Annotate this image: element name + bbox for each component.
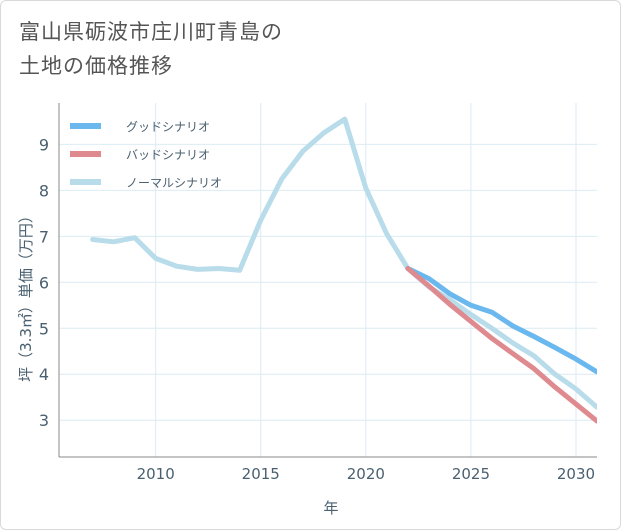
x-axis-label: 年 bbox=[323, 499, 338, 517]
series-line-good bbox=[405, 266, 597, 375]
legend-label-good: グッドシナリオ bbox=[126, 120, 210, 134]
series-line-bad bbox=[405, 266, 597, 424]
legend-label-bad: バッドシナリオ bbox=[126, 148, 210, 162]
y-tick-label: 6 bbox=[39, 273, 49, 292]
x-tick-label: 2010 bbox=[137, 465, 175, 483]
x-tick-label: 2015 bbox=[242, 465, 280, 483]
series-line-normal bbox=[90, 116, 597, 410]
y-tick-label: 4 bbox=[39, 365, 49, 384]
chart-title: 富山県砺波市庄川町青島の 土地の価格推移 bbox=[19, 15, 283, 83]
y-axis-label: 坪（3.3㎡）単価（万円） bbox=[17, 208, 35, 382]
x-tick-label: 2020 bbox=[347, 465, 385, 483]
y-tick-label: 3 bbox=[39, 411, 49, 430]
y-tick-label: 5 bbox=[39, 319, 49, 338]
x-tick-label: 2025 bbox=[452, 465, 490, 483]
x-tick-label: 2030 bbox=[557, 465, 595, 483]
legend-label-normal: ノーマルシナリオ bbox=[126, 176, 222, 190]
title-line-2: 土地の価格推移 bbox=[19, 54, 173, 78]
y-tick-label: 8 bbox=[39, 181, 49, 200]
title-line-1: 富山県砺波市庄川町青島の bbox=[19, 20, 283, 44]
y-tick-label: 9 bbox=[39, 135, 49, 154]
y-tick-label: 7 bbox=[39, 227, 49, 246]
